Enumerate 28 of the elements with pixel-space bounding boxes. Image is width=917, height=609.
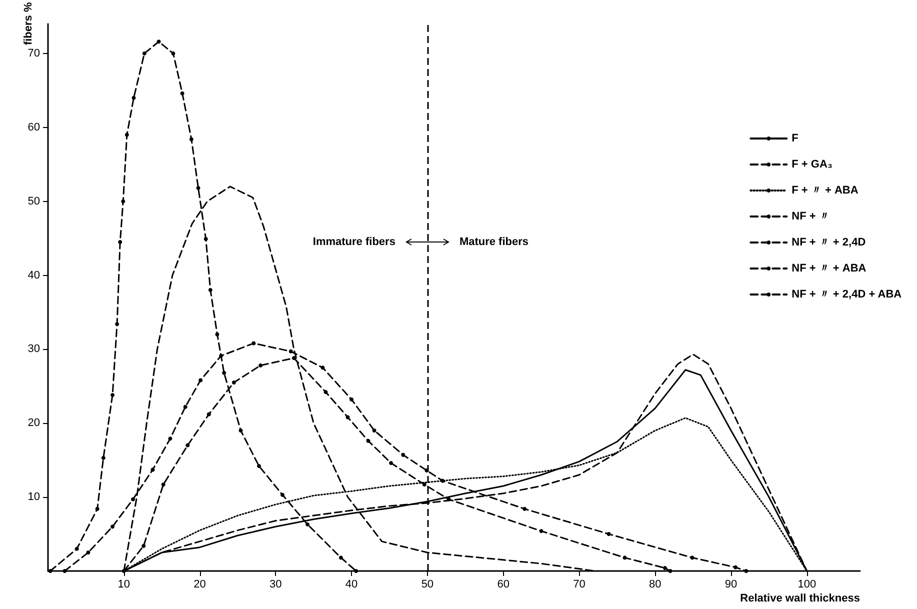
y-tick-label: 70: [28, 47, 40, 60]
legend-label: NF + 〃 + ABA: [792, 262, 866, 274]
legend-label: F: [792, 132, 799, 144]
annotation: Mature fibers: [459, 236, 529, 248]
y-axis-title: fibers %: [22, 2, 34, 46]
x-tick-label: 50: [421, 578, 434, 590]
legend-label: F + 〃 + ABA: [792, 184, 858, 196]
x-tick-label: 90: [724, 578, 738, 590]
legend-label: NF + 〃 + 2,4D: [792, 236, 866, 248]
y-tick-label: 20: [28, 417, 40, 430]
x-tick-label: 40: [345, 578, 358, 590]
y-tick-label: 60: [28, 121, 40, 134]
y-tick-label: 10: [28, 491, 40, 504]
x-tick-label: 30: [270, 578, 282, 590]
annotation: Immature fibers: [312, 236, 396, 248]
x-axis-title: Relative wall thickness: [740, 592, 860, 604]
x-tick-label: 70: [573, 578, 586, 590]
legend-label: F + GA₃: [792, 158, 833, 170]
x-tick-label: 10: [118, 578, 130, 590]
legend-label: NF + 〃 + 2,4D + ABA: [792, 288, 902, 300]
x-tick-label: 80: [648, 578, 662, 590]
y-tick-label: 30: [28, 343, 40, 356]
legend-label: NF + 〃: [792, 210, 830, 222]
y-tick-label: 50: [28, 195, 40, 208]
x-tick-label: 60: [497, 578, 510, 590]
x-tick-label: 20: [194, 578, 206, 590]
y-tick-label: 40: [28, 269, 40, 282]
x-tick-label: 100: [798, 578, 816, 590]
